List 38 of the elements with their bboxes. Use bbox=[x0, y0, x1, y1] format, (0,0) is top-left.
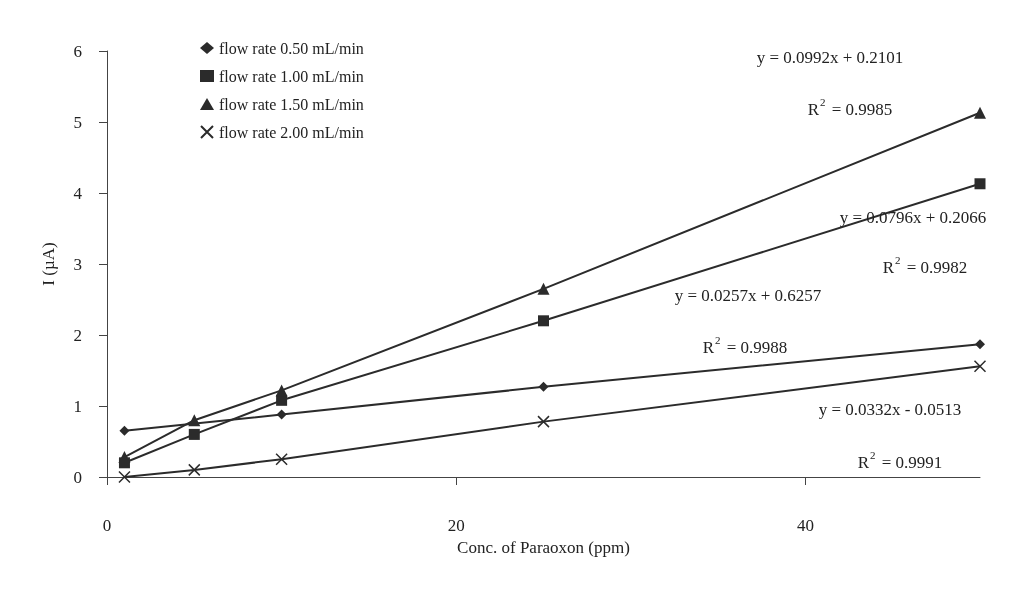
annotation: y = 0.0796x + 0.2066 bbox=[839, 207, 987, 227]
x-tick-label: 40 bbox=[796, 516, 814, 535]
annotation: y = 0.0992x + 0.2101 bbox=[756, 47, 904, 67]
point bbox=[538, 381, 549, 392]
point bbox=[974, 106, 986, 119]
legend-label: flow rate 1.00 mL/min bbox=[219, 67, 364, 85]
y-tick-label: 0 bbox=[73, 467, 82, 487]
point bbox=[537, 282, 550, 295]
x-axis-title: Conc. of Paraoxon (ppm) bbox=[457, 538, 630, 557]
annotation: y = 0.0257x + 0.6257 bbox=[674, 285, 822, 305]
point bbox=[119, 425, 130, 436]
point bbox=[118, 451, 131, 464]
y-tick-label: 3 bbox=[73, 254, 82, 274]
x-tick-label: 0 bbox=[102, 516, 112, 535]
y-tick-label: 2 bbox=[73, 325, 82, 345]
point bbox=[188, 414, 201, 427]
point bbox=[276, 409, 287, 420]
point bbox=[118, 470, 131, 484]
legend-label: flow rate 1.50 mL/min bbox=[219, 95, 364, 113]
x-tick-label: 20 bbox=[447, 516, 465, 535]
y-tick-label: 6 bbox=[73, 41, 82, 61]
y-tick-label: 4 bbox=[73, 183, 83, 203]
legend-label: flow rate 2.00 mL/min bbox=[219, 123, 364, 141]
point bbox=[974, 178, 986, 190]
annotation: y = 0.0332x - 0.0513 bbox=[818, 399, 962, 419]
y-tick-label: 1 bbox=[73, 396, 82, 416]
y-axis-title: I (µA) bbox=[39, 242, 58, 286]
point bbox=[275, 453, 288, 466]
point bbox=[537, 415, 550, 428]
point bbox=[276, 394, 288, 406]
point bbox=[188, 428, 200, 440]
point bbox=[275, 384, 288, 397]
point bbox=[973, 359, 987, 373]
point bbox=[975, 339, 985, 350]
legend-label: flow rate 0.50 mL/min bbox=[219, 39, 364, 57]
y-tick-label: 5 bbox=[73, 112, 82, 132]
point bbox=[538, 315, 549, 327]
point bbox=[188, 463, 201, 477]
